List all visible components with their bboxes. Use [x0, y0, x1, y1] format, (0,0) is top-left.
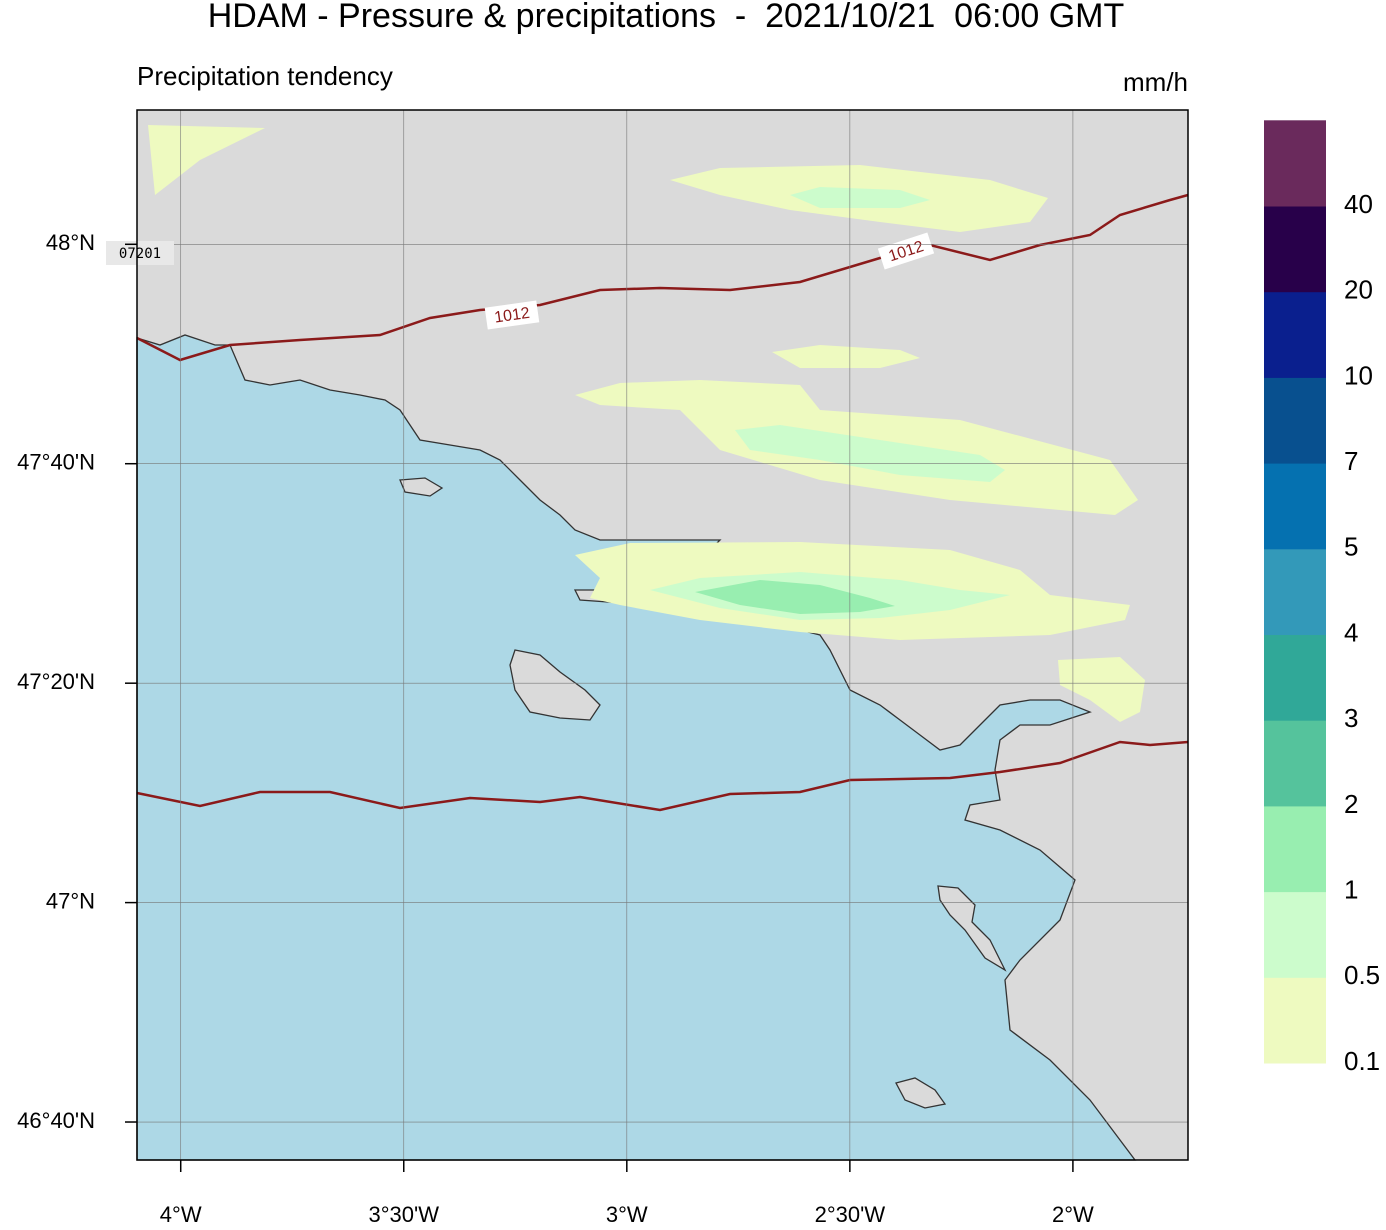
colorbar-label: 10 [1344, 360, 1373, 390]
x-tick-label: 3°30'W [369, 1202, 440, 1225]
map: 1012 1012 07201 [106, 110, 1189, 1161]
title: HDAM - Pressure & precipitations - 2021/… [208, 0, 1125, 35]
precipitation [695, 580, 895, 614]
station-box [106, 241, 174, 265]
colorbar-segment [1264, 548, 1326, 635]
unit: mm/h [1123, 67, 1188, 97]
sea [136, 334, 1137, 1161]
subtitle: Precipitation tendency [137, 61, 393, 91]
island [509, 649, 601, 721]
x-tick-label: 3°W [606, 1202, 648, 1225]
y-tick-label: 46°40'N [17, 1108, 95, 1133]
y-tick-label: 47°40'N [17, 450, 95, 475]
island [399, 477, 444, 497]
x-tick-label: 4°W [160, 1202, 202, 1225]
colorbar-label: 3 [1344, 703, 1358, 733]
colorbar-label: 20 [1344, 275, 1373, 305]
colorbar-segment [1264, 891, 1326, 978]
x-tick-label: 2°30'W [815, 1202, 886, 1225]
colorbar-segment [1264, 206, 1326, 293]
island [937, 885, 1007, 972]
colorbar-label: 40 [1344, 189, 1373, 219]
island [895, 1077, 947, 1109]
y-tick-label: 47°N [46, 888, 95, 913]
colorbar-segment [1264, 634, 1326, 721]
colorbar-segment [1264, 291, 1326, 378]
colorbar-segment [1264, 377, 1326, 464]
colorbar-label: 2 [1344, 789, 1358, 819]
isobar [136, 740, 1189, 812]
x-tick-label: 2°W [1052, 1202, 1094, 1225]
y-tick-label: 47°20'N [17, 669, 95, 694]
isobar-label: 1012 [493, 305, 531, 327]
colorbar-segment [1264, 805, 1326, 893]
frame [136, 109, 1189, 1161]
colorbar-segment [1264, 463, 1326, 550]
colorbar-label: 0.5 [1344, 960, 1380, 990]
colorbar-label: 4 [1344, 617, 1358, 647]
isobar-label-box [877, 232, 935, 270]
colorbar-label: 5 [1344, 532, 1358, 562]
station-label: 07201 [119, 246, 161, 262]
colorbar-segment [1264, 977, 1326, 1064]
colorbar-label: 0.1 [1344, 1046, 1380, 1076]
colorbar-label: 7 [1344, 446, 1358, 476]
isobar [136, 193, 1189, 362]
y-tick-label: 48°N [46, 230, 95, 255]
colorbar-label: 1 [1344, 874, 1358, 904]
isobar-label-box [484, 300, 540, 330]
colorbar-segment [1264, 120, 1326, 207]
colorbar-segment [1264, 720, 1326, 807]
